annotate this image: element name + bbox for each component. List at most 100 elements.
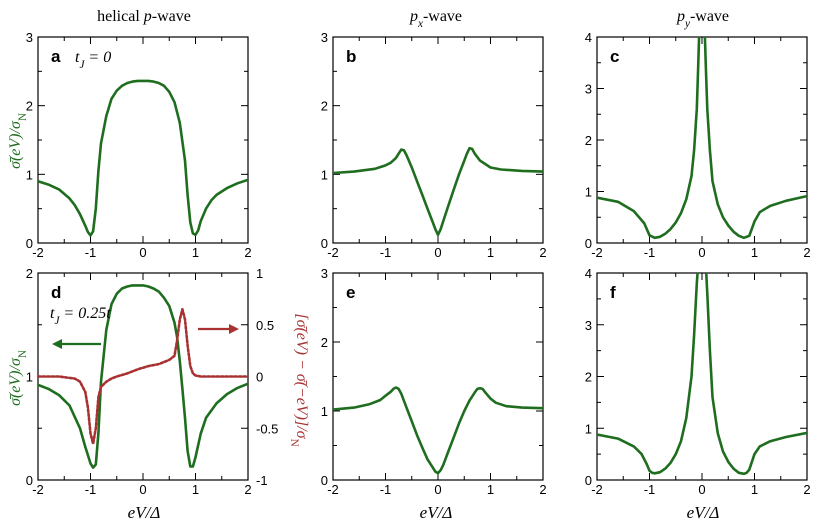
- y-tick-label: 2: [26, 266, 33, 281]
- panel-e: -2 -1 0 1 2 0 1 2 3 e: [321, 266, 547, 497]
- column-title-helical: helical p-wave: [97, 8, 191, 25]
- y-tick-label: 2: [585, 133, 592, 148]
- y-tick-label: 1: [26, 370, 33, 385]
- y-tick-label: 2: [321, 99, 328, 114]
- y-tick-label: 2: [26, 99, 33, 114]
- x-tick-label: 2: [803, 482, 810, 497]
- x-tick-label: 2: [244, 482, 251, 497]
- y-tick-label: 4: [585, 266, 592, 281]
- series-line: [597, 273, 807, 476]
- y-tick-label: 1: [321, 167, 328, 182]
- series-group: [38, 79, 248, 237]
- x-tick-label: -2: [591, 245, 603, 260]
- x-tick-label: -1: [85, 245, 97, 260]
- series-line: [38, 284, 248, 469]
- y-tick-label: 2: [585, 370, 592, 385]
- x-tick-label: -1: [85, 482, 97, 497]
- y-tick-label: 1: [585, 185, 592, 200]
- y-tick-label: 1: [26, 167, 33, 182]
- xlabel-e: eV/Δ: [420, 503, 453, 522]
- panel-annotation: tJ = 0: [75, 49, 111, 71]
- x-tick-label: -2: [327, 482, 339, 497]
- y-tick-label: 0: [321, 473, 328, 488]
- series-line: [597, 37, 807, 240]
- x-tick-label: 2: [539, 482, 546, 497]
- panel-a: -2 -1 0 1 2 0 1 2 3 a tJ = 0: [26, 30, 252, 260]
- y-tick-label: 1: [321, 404, 328, 419]
- x-tick-label: -2: [327, 245, 339, 260]
- panel-frame: [37, 36, 249, 244]
- panel-letter: c: [610, 47, 619, 66]
- panel-letter: b: [346, 47, 356, 66]
- series-line-diff: [38, 307, 248, 446]
- panel-b: -2 -1 0 1 2 0 1 2 3 b: [321, 30, 547, 260]
- panel-annotation: tJ = 0.25t: [50, 305, 111, 327]
- x-tick-label: 1: [192, 482, 199, 497]
- y-right-tick-label: 1: [256, 266, 263, 281]
- y-right-tick-label: -0.5: [256, 421, 278, 436]
- column-title-px: px-wave: [409, 8, 462, 30]
- x-tick-label: 1: [751, 245, 758, 260]
- x-tick-label: 2: [803, 245, 810, 260]
- panel-frame: [596, 36, 808, 244]
- y-right-tick-label: -1: [256, 473, 268, 488]
- series-line: [333, 146, 543, 237]
- x-tick-label: 2: [244, 245, 251, 260]
- ylabel-left-top: σ̄(eV)/σN: [7, 113, 29, 169]
- series-group: [597, 37, 807, 240]
- column-title-py: py-wave: [676, 8, 729, 30]
- x-tick-label: 1: [487, 245, 494, 260]
- x-tick-label: -1: [644, 245, 656, 260]
- y-tick-label: 4: [585, 30, 592, 45]
- x-tick-label: -2: [32, 482, 44, 497]
- y-right-tick-label: 0.5: [256, 318, 274, 333]
- xlabel-d: eV/Δ: [128, 503, 161, 522]
- panel-letter: d: [51, 283, 61, 302]
- x-tick-label: -1: [380, 482, 392, 497]
- xlabel-f: eV/Δ: [687, 503, 720, 522]
- panel-d: -2 -1 0 1 2 0 1 2 -1 -0.5 0 0.5 1 d tJ = 0.25t: [26, 266, 279, 497]
- x-tick-label: 2: [539, 245, 546, 260]
- panel-letter: e: [346, 283, 355, 302]
- arrow-right-head: [229, 324, 239, 334]
- ylabel-right-d: [σ̄(eV) − σ̄(−eV)]/σN: [288, 313, 310, 446]
- x-tick-label: 0: [434, 245, 441, 260]
- series-line: [333, 386, 543, 475]
- x-tick-label: 0: [139, 482, 146, 497]
- x-tick-label: -1: [644, 482, 656, 497]
- panel-f: -2 -1 0 1 2 0 1 2 3 4 f: [585, 266, 811, 497]
- panel-letter: f: [610, 283, 616, 302]
- y-tick-label: 0: [321, 236, 328, 251]
- x-tick-label: -2: [32, 245, 44, 260]
- x-tick-label: 0: [698, 482, 705, 497]
- y-tick-label: 0: [585, 473, 592, 488]
- y-tick-label: 0: [26, 236, 33, 251]
- series-group: [333, 386, 543, 475]
- y-tick-label: 3: [26, 30, 33, 45]
- x-tick-label: -1: [380, 245, 392, 260]
- y-tick-label: 3: [321, 30, 328, 45]
- x-tick-label: -2: [591, 482, 603, 497]
- series-line: [38, 79, 248, 237]
- y-tick-label: 3: [585, 318, 592, 333]
- x-tick-label: 1: [192, 245, 199, 260]
- y-tick-label: 2: [321, 335, 328, 350]
- x-tick-label: 0: [139, 245, 146, 260]
- series-group: [597, 273, 807, 476]
- y-tick-label: 0: [585, 236, 592, 251]
- panel-frame: [596, 272, 808, 481]
- x-tick-label: 0: [698, 245, 705, 260]
- y-tick-label: 1: [585, 421, 592, 436]
- panel-frame: [332, 272, 544, 481]
- arrow-left-head: [52, 339, 62, 349]
- series-group: [333, 146, 543, 237]
- panel-c: -2 -1 0 1 2 0 1 2 3 4 c: [585, 30, 811, 260]
- x-tick-label: 1: [751, 482, 758, 497]
- y-tick-label: 3: [321, 266, 328, 281]
- panel-frame: [332, 36, 544, 244]
- y-tick-label: 0: [26, 473, 33, 488]
- panel-letter: a: [51, 47, 61, 66]
- x-tick-label: 0: [434, 482, 441, 497]
